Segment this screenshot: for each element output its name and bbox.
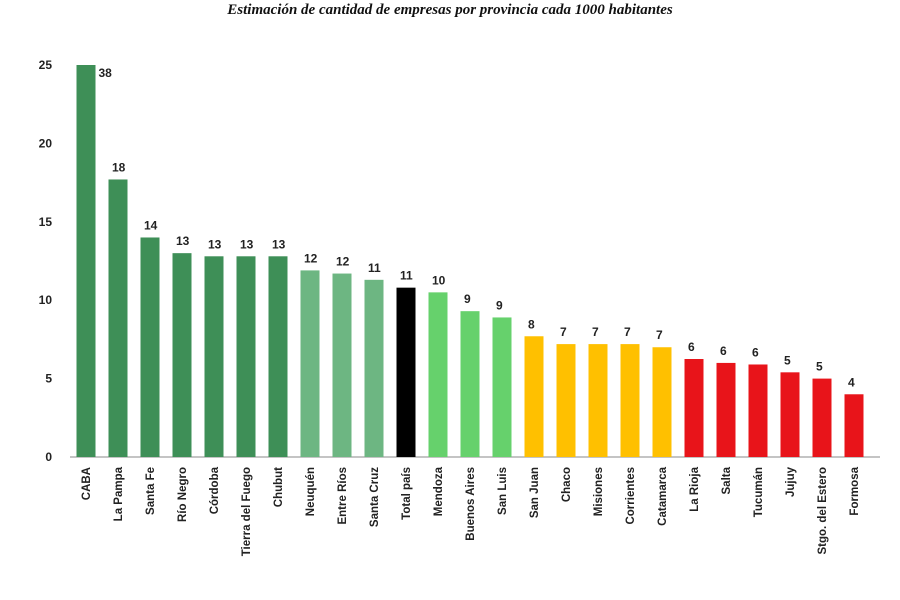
x-tick-label: Salta — [721, 466, 733, 494]
bar-la-rioja — [684, 359, 704, 457]
y-tick-label: 5 — [45, 372, 52, 386]
x-tick-label: Tucumán — [753, 467, 765, 517]
data-label: 6 — [720, 344, 727, 358]
bar-stgo-del-estero — [812, 378, 832, 457]
data-label: 7 — [624, 325, 631, 339]
data-label: 12 — [304, 251, 318, 265]
data-label: 7 — [592, 325, 599, 339]
y-tick-label: 15 — [39, 215, 53, 229]
y-tick-label: 10 — [39, 293, 53, 307]
bar-santa-cruz — [364, 279, 384, 457]
y-tick-label: 0 — [45, 450, 52, 464]
bar-entre-r-os — [332, 273, 352, 457]
x-tick-label: CABA — [81, 467, 93, 500]
data-label: 9 — [464, 292, 471, 306]
x-tick-label: Río Negro — [177, 467, 189, 522]
bar-jujuy — [780, 372, 800, 457]
y-tick-label: 20 — [39, 136, 53, 150]
bar-r-o-negro — [172, 253, 192, 457]
bar-corrientes — [620, 344, 640, 457]
bar-chaco — [556, 344, 576, 457]
data-label: 13 — [240, 237, 254, 251]
data-label: 12 — [336, 255, 350, 269]
x-tick-label: Santa Fe — [145, 467, 157, 515]
data-label: 5 — [784, 353, 791, 367]
data-label: 18 — [112, 160, 126, 174]
bar-la-pampa — [108, 179, 128, 458]
x-tick-label: Santa Cruz — [369, 467, 381, 527]
data-label: 11 — [368, 261, 381, 275]
x-tick-label: Corrientes — [625, 467, 637, 525]
chart-title: Estimación de cantidad de empresas por p… — [227, 2, 673, 18]
data-label: 13 — [176, 234, 190, 248]
data-label: 7 — [656, 328, 663, 342]
data-label: 38 — [99, 66, 113, 80]
data-label: 13 — [208, 237, 222, 251]
data-label: 4 — [848, 375, 855, 389]
bar-neuqu-n — [300, 270, 320, 457]
x-tick-label: Chubut — [273, 467, 285, 507]
x-tick-label: Buenos Aires — [465, 467, 477, 541]
data-label: 6 — [752, 345, 759, 359]
data-label: 10 — [432, 273, 446, 287]
x-tick-label: Mendoza — [433, 466, 445, 516]
bar-san-luis — [492, 317, 512, 457]
x-tick-label: Catamarca — [657, 466, 669, 525]
x-tick-label: Entre Ríos — [337, 467, 349, 525]
bar-chubut — [268, 256, 288, 457]
bar-tucum-n — [748, 364, 768, 457]
x-tick-label: Formosa — [849, 466, 861, 515]
x-tick-label: Neuquén — [305, 467, 317, 516]
x-tick-label: Córdoba — [209, 466, 221, 514]
bar-c-rdoba — [204, 256, 224, 457]
data-label: 11 — [400, 269, 413, 283]
x-tick-label: Chaco — [561, 467, 573, 502]
data-label: 13 — [272, 237, 286, 251]
bar-formosa — [844, 394, 864, 457]
data-label: 6 — [688, 340, 695, 354]
x-tick-label: San Juan — [529, 467, 541, 518]
bar-tierra-del-fuego — [236, 256, 256, 457]
data-label: 9 — [496, 298, 503, 312]
bar-salta — [716, 362, 736, 457]
data-label: 8 — [528, 317, 535, 331]
x-tick-label: La Pampa — [113, 466, 125, 521]
bar-total-pa-s — [396, 287, 416, 457]
x-tick-label: San Luis — [497, 467, 509, 515]
x-tick-label: Tierra del Fuego — [241, 467, 253, 556]
bar-san-juan — [524, 336, 544, 457]
data-label: 7 — [560, 325, 567, 339]
bar-mendoza — [428, 292, 448, 457]
x-tick-label: Stgo. del Estero — [817, 467, 829, 555]
x-tick-label: La Rioja — [689, 466, 701, 511]
x-tick-label: Total país — [401, 467, 413, 520]
y-tick-label: 25 — [39, 58, 53, 72]
data-label: 5 — [816, 360, 823, 374]
bar-caba — [76, 65, 96, 457]
bar-catamarca — [652, 347, 672, 457]
bar-santa-fe — [140, 237, 160, 457]
x-tick-label: Jujuy — [785, 466, 797, 497]
x-tick-label: Misiones — [593, 467, 605, 516]
bar-misiones — [588, 344, 608, 457]
data-label: 14 — [144, 218, 158, 232]
bar-buenos-aires — [460, 311, 480, 457]
